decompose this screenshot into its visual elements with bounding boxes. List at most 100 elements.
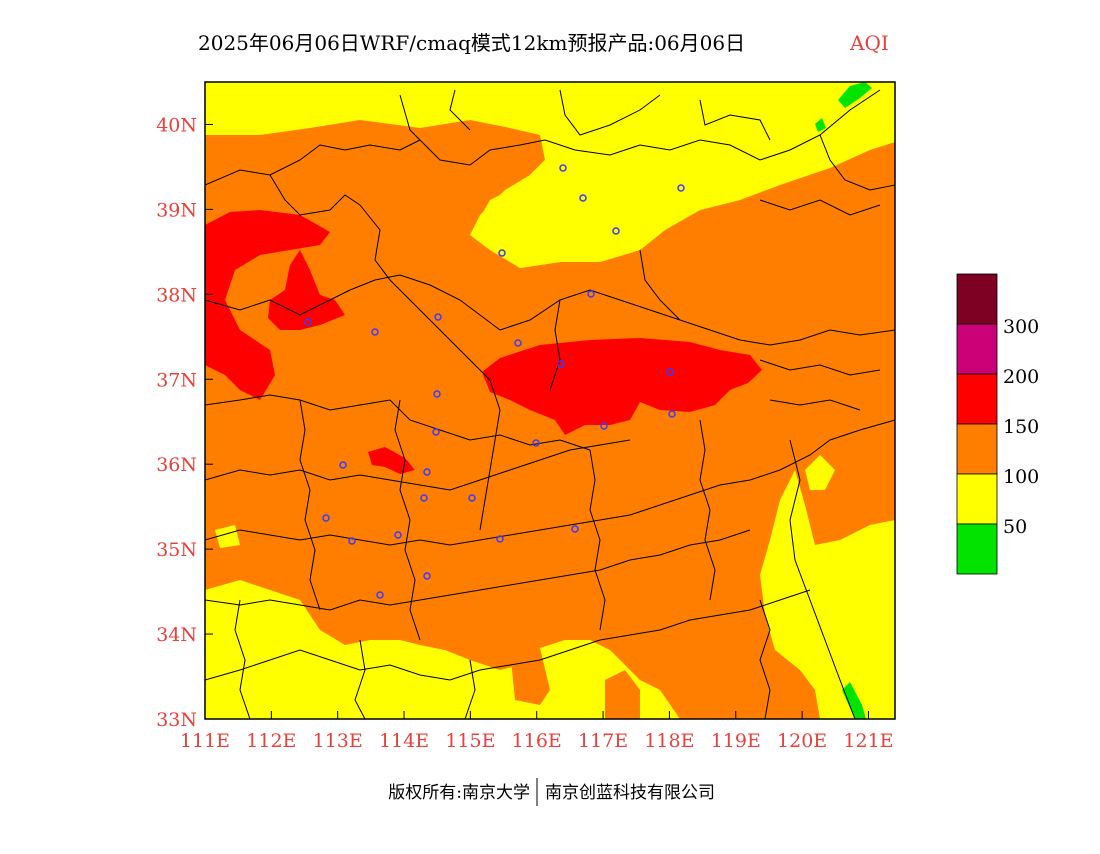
city-marker	[579, 194, 587, 202]
city-marker	[668, 410, 676, 418]
aqi-red-region-central	[482, 338, 762, 435]
legend-swatch-100-150	[956, 423, 998, 475]
aqi-green-patch-ne	[838, 82, 872, 108]
city-marker	[496, 535, 504, 543]
footer-company: 南京创蓝科技有限公司	[545, 783, 715, 803]
boundary-line	[499, 289, 895, 346]
city-marker	[423, 468, 431, 476]
boundary-line	[464, 659, 476, 719]
boundary-line	[819, 134, 895, 191]
legend-swatch-0-50	[956, 523, 998, 575]
city-marker	[514, 339, 522, 347]
city-marker	[432, 428, 440, 436]
lon-tick-label: 114E	[379, 730, 429, 752]
boundary-line	[205, 439, 631, 491]
city-marker	[322, 514, 330, 522]
boundary-line	[354, 639, 366, 719]
product-label: AQI	[849, 31, 889, 55]
boundary-line	[205, 394, 591, 451]
aqi-yellow-patch-west	[215, 525, 240, 548]
boundary-line	[759, 199, 881, 216]
city-marker	[434, 313, 442, 321]
city-marker	[420, 494, 428, 502]
aqi-orange-region-main	[205, 120, 895, 719]
footer-copyright: 版权所有:南京大学	[388, 783, 530, 803]
city-marker	[677, 184, 685, 192]
boundary-line	[419, 89, 881, 166]
lon-tick-label: 111E	[180, 730, 230, 752]
lon-tick-label: 112E	[246, 730, 296, 752]
legend-swatch-50-100	[956, 473, 998, 525]
lon-tick-label: 116E	[512, 730, 562, 752]
boundary-line	[205, 529, 751, 611]
boundary-line	[639, 249, 681, 321]
legend-label-100: 100	[1003, 466, 1039, 488]
aqi-red-region-west-2	[268, 250, 345, 330]
lon-tick-label: 115E	[445, 730, 495, 752]
boundary-line	[205, 139, 421, 186]
boundary-line	[394, 399, 421, 641]
city-marker	[371, 328, 379, 336]
aqi-red-blob-central	[368, 447, 415, 474]
boundary-line	[205, 589, 811, 681]
lat-tick-label: 37N	[156, 369, 197, 391]
city-marker	[557, 360, 565, 368]
aqi-red-region-west	[205, 210, 330, 400]
boundary-line	[234, 599, 251, 719]
boundary-line	[359, 204, 501, 531]
boundary-line	[699, 419, 716, 601]
lon-tick-label: 113E	[313, 730, 363, 752]
map-fields	[205, 82, 895, 719]
lon-tick-label: 121E	[843, 730, 893, 752]
legend-label-300: 300	[1003, 316, 1039, 338]
map-frame	[204, 81, 896, 720]
lat-tick-label: 36N	[156, 454, 197, 476]
city-marker	[348, 537, 356, 545]
city-marker	[339, 461, 347, 469]
aqi-green-patch-se	[842, 682, 866, 719]
lat-tick-label: 35N	[156, 539, 197, 561]
boundary-line	[269, 174, 361, 216]
aqi-orange-lobe-south-3	[690, 670, 815, 719]
legend-label-200: 200	[1003, 366, 1039, 388]
lon-tick-label: 119E	[711, 730, 761, 752]
lat-tick-label: 40N	[156, 114, 197, 136]
legend-swatch-200-300	[956, 323, 998, 375]
aqi-orange-lobe-south-2	[605, 670, 640, 719]
legend-label-50: 50	[1003, 516, 1027, 538]
boundary-line	[559, 89, 661, 136]
city-marker	[600, 422, 608, 430]
city-marker	[468, 494, 476, 502]
admin-boundaries	[205, 89, 895, 719]
boundary-line	[449, 89, 471, 131]
city-marker	[498, 249, 506, 257]
lat-tick-label: 33N	[156, 709, 197, 731]
longitude-axis: 111E 112E 113E 114E 115E 116E 117E 118E 119E 120E…	[180, 711, 894, 752]
aqi-orange-lobe-south-1	[510, 648, 550, 705]
boundary-line	[759, 359, 881, 376]
lat-tick-label: 38N	[156, 284, 197, 306]
city-marker	[532, 439, 540, 447]
city-marker	[612, 227, 620, 235]
legend-swatch-150-200	[956, 373, 998, 425]
boundary-line	[769, 399, 861, 411]
boundary-line	[399, 94, 421, 141]
city-marker	[423, 572, 431, 580]
boundary-line	[589, 449, 606, 631]
aqi-yellow-pocket-north	[470, 145, 740, 268]
boundary-line	[759, 599, 771, 719]
city-marker	[376, 591, 384, 599]
aqi-legend: 300 200 150 100 50	[956, 273, 1039, 575]
boundary-line	[205, 419, 895, 546]
legend-swatch-300-plus	[956, 273, 998, 325]
boundary-line	[205, 274, 501, 331]
city-marker	[666, 368, 674, 376]
lon-tick-label: 118E	[644, 730, 694, 752]
boundary-line	[699, 99, 771, 141]
figure-title: 2025年06月06日WRF/cmaq模式12km预报产品:06月06日	[198, 31, 745, 55]
city-marker	[587, 290, 595, 298]
city-marker	[559, 164, 567, 172]
lat-tick-label: 34N	[156, 624, 197, 646]
city-marker	[433, 390, 441, 398]
aqi-yellow-island-east	[805, 455, 835, 490]
